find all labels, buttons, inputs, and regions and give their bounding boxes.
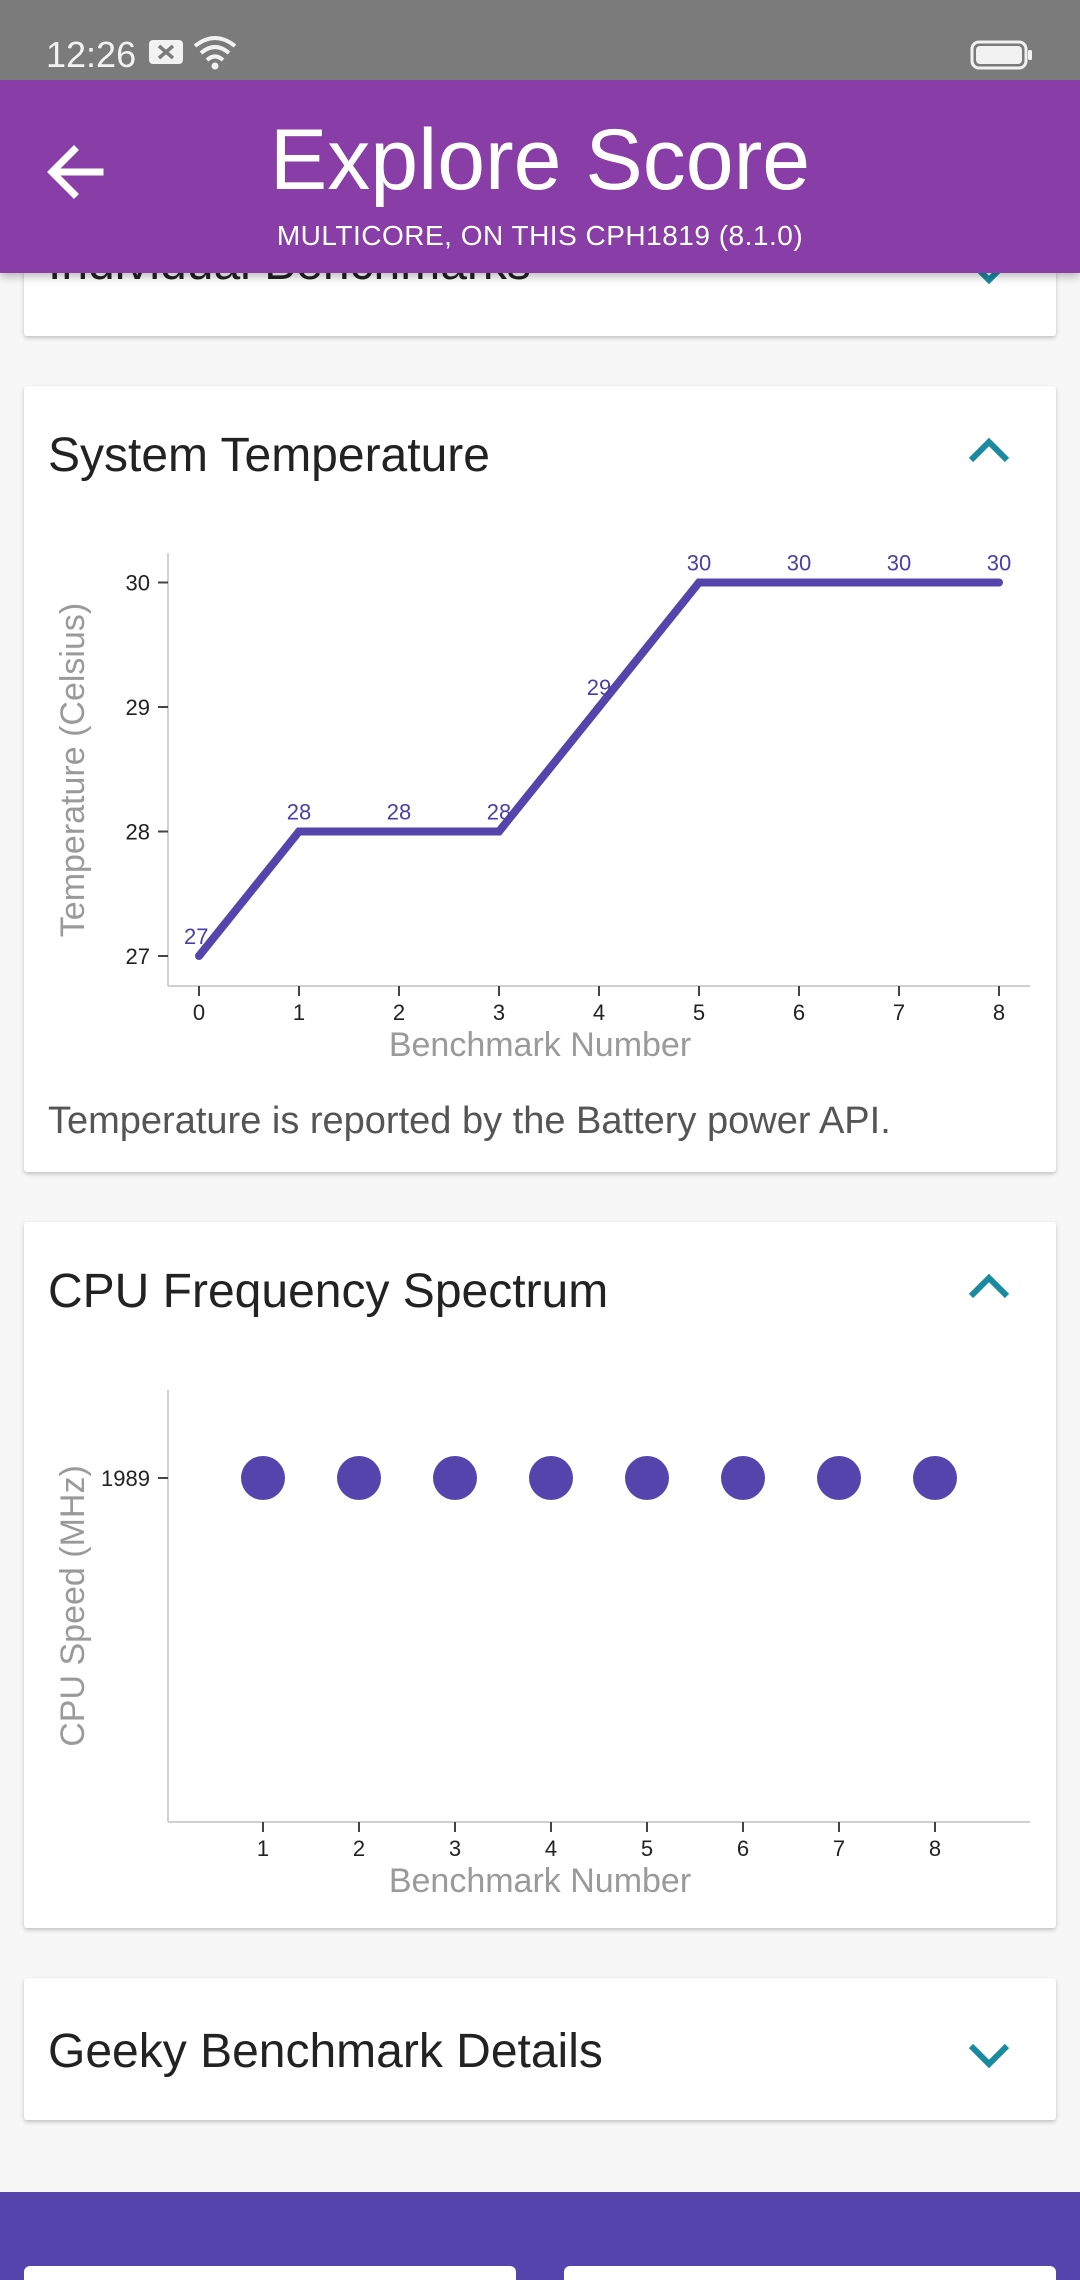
temperature-point bbox=[695, 578, 703, 587]
cpu-speed-point bbox=[817, 1456, 861, 1500]
x-tick-label: 3 bbox=[493, 1000, 505, 1025]
temperature-note: Temperature is reported by the Battery p… bbox=[48, 1100, 891, 1142]
chevron-down-icon[interactable] bbox=[966, 2040, 1012, 2070]
temperature-point bbox=[295, 827, 303, 836]
battery-icon bbox=[970, 40, 1032, 70]
x-tick-label: 6 bbox=[737, 1836, 749, 1861]
cpu-speed-point bbox=[337, 1456, 381, 1500]
x-axis-title: Benchmark Number bbox=[389, 1026, 691, 1064]
chevron-up-icon[interactable] bbox=[966, 436, 1012, 466]
data-label: 30 bbox=[687, 551, 711, 576]
bottom-tab-right[interactable] bbox=[564, 2266, 1056, 2280]
x-tick-label: 8 bbox=[993, 1000, 1005, 1025]
x-tick-label: 4 bbox=[545, 1836, 557, 1861]
data-label: 28 bbox=[287, 800, 311, 825]
status-time: 12:26 bbox=[46, 34, 137, 75]
x-tick-label: 2 bbox=[353, 1836, 365, 1861]
x-tick-label: 5 bbox=[693, 1000, 705, 1025]
cpu-speed-point bbox=[721, 1456, 765, 1500]
back-arrow-icon[interactable] bbox=[44, 140, 108, 204]
x-axis-title: Benchmark Number bbox=[389, 1862, 691, 1900]
x-tick-label: 2 bbox=[393, 1000, 405, 1025]
data-label: 30 bbox=[787, 551, 811, 576]
data-label: 29 bbox=[587, 675, 611, 700]
temperature-point bbox=[595, 703, 603, 711]
x-tick-label: 1 bbox=[257, 1836, 269, 1861]
temperature-point bbox=[395, 827, 403, 836]
cpu-speed-point bbox=[625, 1456, 669, 1500]
y-axis-title: Temperature (Celsius) bbox=[54, 603, 92, 937]
cpu-speed-point bbox=[433, 1456, 477, 1500]
app-bar: Explore Score MULTICORE, ON THIS CPH1819… bbox=[0, 80, 1080, 273]
data-label: 27 bbox=[184, 924, 208, 949]
temperature-point bbox=[795, 578, 803, 587]
temperature-point bbox=[195, 952, 203, 960]
data-label: 30 bbox=[887, 551, 911, 576]
temperature-point bbox=[995, 578, 1003, 587]
notification-icon bbox=[149, 40, 183, 64]
cpu-speed-point bbox=[241, 1456, 285, 1500]
bottom-tab-left[interactable] bbox=[24, 2266, 516, 2280]
temperature-chart: 27 28 29 30 0 1 2 3 4 5 6 7 8 27 28 28 28 29 30 30 30 30 Bench… bbox=[54, 551, 1030, 1064]
system-temperature-title: System Temperature bbox=[48, 429, 490, 482]
y-tick-label: 30 bbox=[126, 571, 150, 596]
x-tick-label: 0 bbox=[193, 1000, 205, 1025]
y-tick-label: 29 bbox=[126, 695, 150, 720]
x-tick-label: 4 bbox=[593, 1000, 605, 1025]
temperature-point bbox=[895, 578, 903, 587]
cpu-speed-point bbox=[529, 1456, 573, 1500]
cpu-frequency-card: CPU Frequency Spectrum 1989 1 2 3 4 5 6 7 8 Bench… bbox=[24, 1222, 1056, 1928]
data-label: 30 bbox=[987, 551, 1011, 576]
x-tick-label: 3 bbox=[449, 1836, 461, 1861]
data-label: 28 bbox=[487, 800, 511, 825]
page-subtitle: MULTICORE, ON THIS CPH1819 (8.1.0) bbox=[276, 220, 804, 251]
cpu-frequency-chart: 1989 1 2 3 4 5 6 7 8 Benchmark Number CPU Speed (M… bbox=[54, 1390, 1030, 1900]
status-bar: 12:26 bbox=[0, 0, 1080, 80]
x-tick-label: 1 bbox=[293, 1000, 305, 1025]
x-tick-label: 6 bbox=[793, 1000, 805, 1025]
temperature-point bbox=[495, 827, 503, 836]
y-axis-title: CPU Speed (MHz) bbox=[54, 1465, 92, 1747]
geeky-benchmark-title: Geeky Benchmark Details bbox=[48, 2025, 603, 2078]
x-tick-label: 5 bbox=[641, 1836, 653, 1861]
y-tick-label: 28 bbox=[126, 820, 150, 845]
x-tick-label: 7 bbox=[893, 1000, 905, 1025]
x-tick-label: 7 bbox=[833, 1836, 845, 1861]
data-label: 28 bbox=[387, 800, 411, 825]
cpu-speed-point bbox=[913, 1456, 957, 1500]
bottom-bar bbox=[0, 2192, 1080, 2280]
temperature-series-line bbox=[195, 578, 999, 959]
chevron-up-icon[interactable] bbox=[966, 1272, 1012, 1302]
system-temperature-card: System Temperature 27 28 29 30 0 1 2 3 4 5 6 7 8 27 28… bbox=[24, 386, 1056, 1172]
wifi-icon bbox=[193, 36, 237, 70]
y-tick-label: 1989 bbox=[101, 1466, 150, 1491]
y-tick-label: 27 bbox=[126, 944, 150, 969]
page-title: Explore Score bbox=[269, 112, 811, 208]
x-tick-label: 8 bbox=[929, 1836, 941, 1861]
cpu-frequency-title: CPU Frequency Spectrum bbox=[48, 1265, 609, 1318]
geeky-benchmark-card[interactable]: Geeky Benchmark Details bbox=[24, 1978, 1056, 2120]
